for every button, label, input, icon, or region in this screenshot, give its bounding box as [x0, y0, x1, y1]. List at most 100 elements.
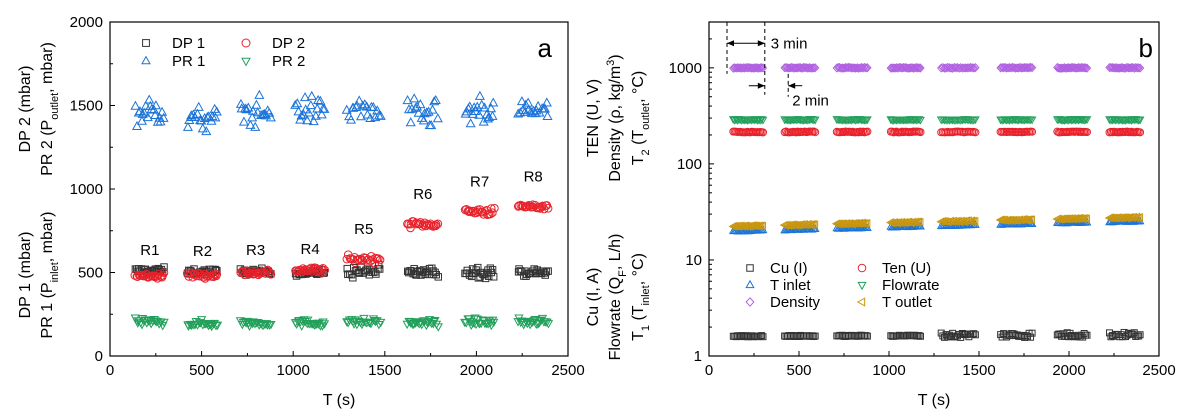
run-label: R1: [140, 242, 159, 259]
data-point: [970, 216, 979, 226]
x-tick-label: 500: [189, 362, 214, 379]
legend: DP 1 DP 2 PR 1 PR 2: [141, 35, 305, 70]
x-tick-label: 1000: [277, 362, 310, 379]
x-tick-label: 1500: [368, 362, 401, 379]
y-axis-title: T2 (Toutlet, °C): [630, 71, 652, 166]
data-point: [464, 101, 475, 111]
run-label: R5: [354, 221, 373, 238]
data-point: [345, 114, 357, 124]
data-point: [433, 219, 443, 229]
data-point: [299, 92, 311, 102]
data-point: [209, 103, 220, 113]
data-point: [315, 266, 325, 276]
data-point: [1135, 63, 1145, 73]
data-point: [533, 320, 543, 329]
y-tick-label: 1000: [669, 60, 702, 77]
data-point: [159, 268, 169, 277]
x-tick-label: 1500: [962, 362, 995, 379]
data-point: [319, 320, 330, 329]
panel-a: 0 500 1000 1500 2000 2500 0 500 1000 1500 2000 T (s…: [17, 14, 585, 409]
data-point: [245, 119, 256, 129]
data-point: [212, 269, 222, 279]
data-point: [130, 100, 141, 110]
data-point: [862, 332, 870, 340]
data-point: [310, 110, 321, 120]
y-axis-title: DP 2 (mbar): [17, 66, 34, 153]
data-point: [489, 273, 498, 281]
data-point: [807, 116, 817, 124]
data-point: [374, 321, 384, 330]
data-point: [943, 62, 952, 73]
data-point: [266, 270, 276, 279]
data-point: [519, 319, 530, 328]
data-point: [300, 317, 311, 327]
annotation-2min: 2 min: [792, 93, 829, 110]
data-point: [1028, 127, 1037, 136]
data-point: [916, 116, 925, 125]
series-cu-i-: [729, 328, 1144, 341]
data-point: [256, 109, 267, 120]
data-point: [474, 90, 485, 100]
data-point: [199, 112, 210, 122]
data-point: [808, 63, 817, 73]
data-point: [1011, 63, 1020, 73]
run-label: R2: [193, 243, 212, 260]
data-point: [1027, 333, 1035, 341]
data-point: [1025, 215, 1034, 224]
data-point: [515, 107, 526, 117]
data-point: [318, 263, 328, 273]
data-point: [470, 314, 480, 323]
y-tick-label: 1: [694, 348, 702, 365]
data-point: [759, 128, 767, 137]
legend-label: DP 1: [172, 35, 205, 52]
data-point: [426, 119, 437, 130]
data-point: [192, 108, 203, 118]
data-point: [807, 219, 816, 229]
data-point: [543, 204, 553, 213]
y-tick-label: 100: [677, 156, 702, 173]
data-point: [293, 106, 304, 116]
data-point: [247, 112, 258, 122]
x-tick-label: 2500: [1142, 362, 1175, 379]
y-tick-label: 2000: [70, 14, 103, 31]
data-point: [729, 63, 738, 73]
data-point: [402, 95, 413, 105]
legend-label: Density: [770, 294, 821, 311]
data-point: [967, 63, 977, 73]
data-point: [474, 109, 485, 119]
data-point: [1082, 63, 1092, 73]
data-point: [474, 207, 483, 217]
data-point: [487, 110, 498, 120]
data-point: [192, 271, 201, 281]
data-point: [317, 322, 328, 331]
legend: Cu (I) Ten (U) T inlet Flowrate Density T out…: [745, 260, 940, 311]
data-point: [348, 102, 359, 112]
y-axis-title: Cu (I, A): [585, 268, 602, 327]
data-point: [1026, 62, 1035, 73]
data-point: [914, 116, 924, 125]
data-point: [860, 62, 869, 73]
data-point: [747, 63, 756, 73]
data-point: [1136, 331, 1144, 339]
data-point: [375, 255, 385, 265]
data-point: [150, 100, 161, 110]
data-point: [159, 318, 169, 328]
data-point: [757, 116, 766, 124]
data-point: [197, 123, 208, 133]
data-point: [361, 101, 372, 111]
data-point: [342, 254, 352, 264]
y-tick-label: 500: [78, 265, 103, 282]
data-point: [539, 103, 550, 113]
data-point: [967, 216, 976, 225]
data-point: [517, 104, 528, 114]
data-point: [157, 106, 168, 116]
data-point: [315, 95, 326, 105]
data-point: [429, 318, 439, 327]
legend-marker: [241, 38, 251, 48]
data-point: [429, 96, 440, 106]
data-point: [542, 110, 553, 120]
data-point: [415, 99, 426, 109]
data-point: [811, 332, 819, 340]
data-point: [313, 94, 324, 104]
data-point: [1135, 332, 1143, 340]
